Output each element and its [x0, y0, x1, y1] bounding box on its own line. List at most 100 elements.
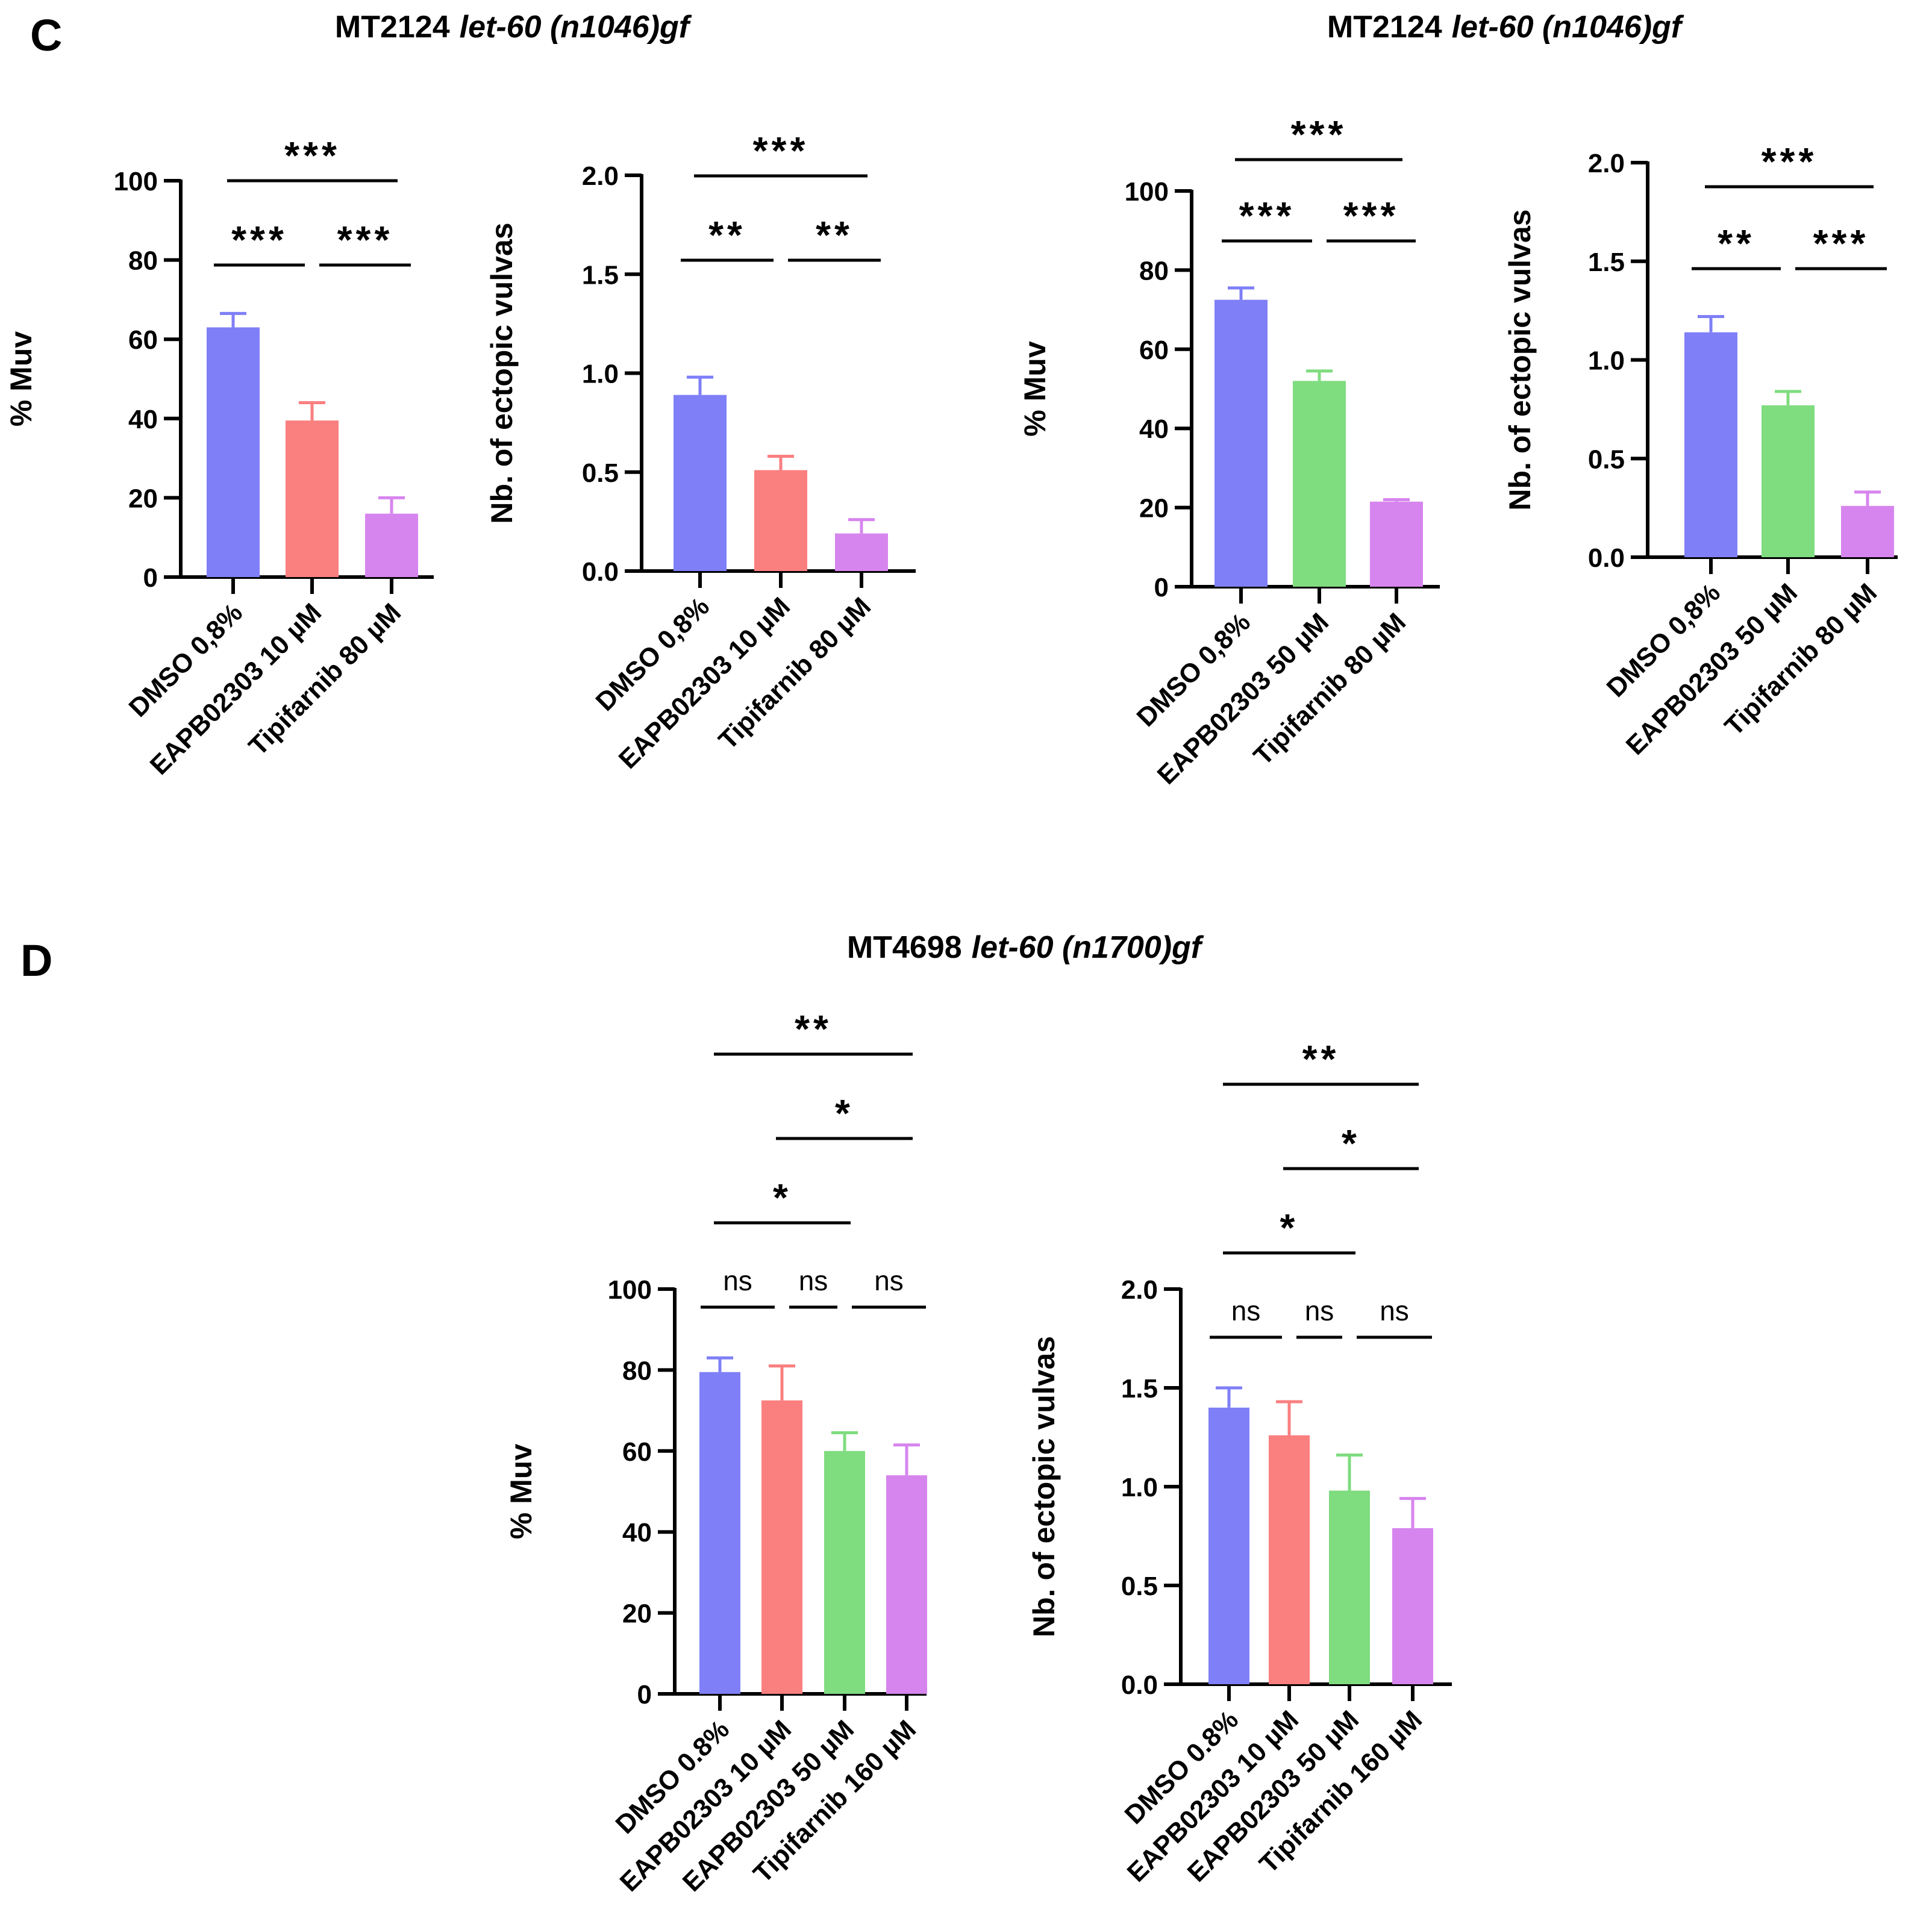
y-tick-label: 40 [128, 405, 158, 434]
significance-label: *** [1343, 194, 1399, 237]
y-tick-label: 80 [1139, 256, 1169, 286]
panel-title: MT2124 let-60 (n1046)gf [1327, 10, 1684, 45]
y-tick-label: 0 [1154, 573, 1169, 602]
bar [824, 1451, 865, 1694]
y-tick-label: 0.0 [1121, 1670, 1158, 1700]
y-tick-label: 100 [114, 167, 158, 196]
title-allele: let-60 (n1046)gf [1452, 10, 1684, 45]
y-tick-label: 1.0 [1121, 1473, 1158, 1502]
y-tick-label: 0 [143, 563, 158, 593]
chart-c-vulvas-10uM: 0.00.51.01.52.0Nb. of ectopic vulvasDMSO… [485, 129, 916, 775]
significance-label: * [1342, 1122, 1360, 1165]
title-strain: MT2124 [335, 10, 450, 45]
y-tick-label: 1.0 [1588, 346, 1625, 376]
y-tick-label: 80 [128, 246, 158, 276]
bar [699, 1372, 740, 1694]
bar [674, 395, 727, 571]
y-tick-label: 2.0 [582, 161, 619, 191]
significance-label: * [1280, 1206, 1299, 1249]
bar [1392, 1528, 1433, 1684]
bar [1841, 505, 1894, 557]
significance-label: ns [1305, 1295, 1334, 1326]
significance-label: * [773, 1176, 792, 1219]
significance-label: ns [723, 1265, 752, 1296]
y-tick-label: 0.5 [582, 458, 619, 488]
y-tick-label: 1.0 [582, 360, 619, 389]
bar [1269, 1435, 1310, 1684]
bar [1762, 405, 1815, 557]
panel-title: MT4698 let-60 (n1700)gf [847, 930, 1204, 965]
x-category-label: Tipifarnib 80 µM [1719, 578, 1883, 742]
bar [1684, 332, 1737, 557]
significance-label: *** [337, 218, 393, 261]
y-tick-label: 1.5 [1588, 248, 1625, 277]
panel-title: MT2124 let-60 (n1046)gf [335, 10, 692, 45]
y-tick-label: 0.0 [582, 557, 619, 587]
y-tick-label: 60 [128, 325, 158, 355]
y-tick-label: 20 [1139, 494, 1169, 523]
significance-label: ns [799, 1265, 828, 1296]
y-axis-title: % Muv [1018, 341, 1052, 437]
bar [835, 533, 888, 571]
title-strain: MT4698 [847, 930, 962, 965]
chart-c-vulvas-50uM: 0.00.51.01.52.0Nb. of ectopic vulvasDMSO… [1503, 140, 1898, 761]
y-tick-label: 20 [622, 1599, 652, 1629]
significance-label: ns [874, 1265, 904, 1296]
bar [207, 327, 260, 577]
bar [1208, 1407, 1249, 1684]
x-category-label: Tipifarnib 80 µM [243, 598, 407, 761]
title-allele: let-60 (n1700)gf [972, 930, 1204, 965]
y-tick-label: 20 [128, 484, 158, 513]
significance-label: * [835, 1091, 854, 1135]
y-axis-title: % Muv [4, 331, 38, 427]
significance-label: ** [816, 213, 853, 257]
y-tick-label: 40 [622, 1518, 652, 1547]
significance-label: *** [1813, 222, 1869, 265]
significance-label: *** [753, 129, 809, 172]
y-tick-label: 1.5 [582, 260, 619, 290]
panel-letter-c: C [30, 10, 62, 60]
significance-label: ** [1718, 222, 1755, 265]
bar [286, 420, 339, 577]
significance-label: ** [795, 1007, 832, 1051]
title-strain: MT2124 [1327, 10, 1442, 45]
bar [754, 470, 807, 571]
significance-label: ** [1302, 1037, 1340, 1081]
y-tick-label: 0.5 [1121, 1572, 1158, 1601]
y-tick-label: 2.0 [1121, 1275, 1158, 1305]
significance-label: ns [1231, 1295, 1261, 1326]
significance-label: *** [1762, 140, 1818, 183]
panel-letter-d: D [20, 935, 52, 985]
y-axis-title: Nb. of ectopic vulvas [485, 222, 519, 523]
x-category-label: Tipifarnib 80 µM [713, 592, 877, 755]
y-tick-label: 60 [1139, 336, 1169, 365]
y-tick-label: 40 [1139, 414, 1169, 444]
y-tick-label: 100 [1125, 177, 1169, 207]
bar [1329, 1490, 1370, 1684]
y-tick-label: 60 [622, 1437, 652, 1467]
y-tick-label: 80 [622, 1356, 652, 1385]
significance-label: *** [1239, 194, 1295, 237]
y-tick-label: 100 [608, 1275, 652, 1305]
y-tick-label: 2.0 [1588, 149, 1625, 178]
bar [761, 1400, 802, 1694]
y-axis-title: Nb. of ectopic vulvas [1503, 209, 1537, 510]
y-tick-label: 0 [637, 1680, 652, 1710]
bar [365, 513, 418, 577]
title-allele: let-60 (n1046)gf [460, 10, 692, 45]
significance-label: *** [231, 218, 287, 261]
bar [1293, 381, 1346, 587]
chart-d-vulvas: 0.00.51.01.52.0Nb. of ectopic vulvasDMSO… [1027, 1037, 1452, 1888]
bar [886, 1475, 927, 1694]
bar [1370, 501, 1423, 587]
significance-label: ** [708, 213, 746, 257]
bar [1215, 299, 1268, 587]
significance-label: *** [284, 134, 340, 177]
y-tick-label: 1.5 [1121, 1374, 1158, 1404]
y-axis-title: Nb. of ectopic vulvas [1027, 1336, 1061, 1637]
